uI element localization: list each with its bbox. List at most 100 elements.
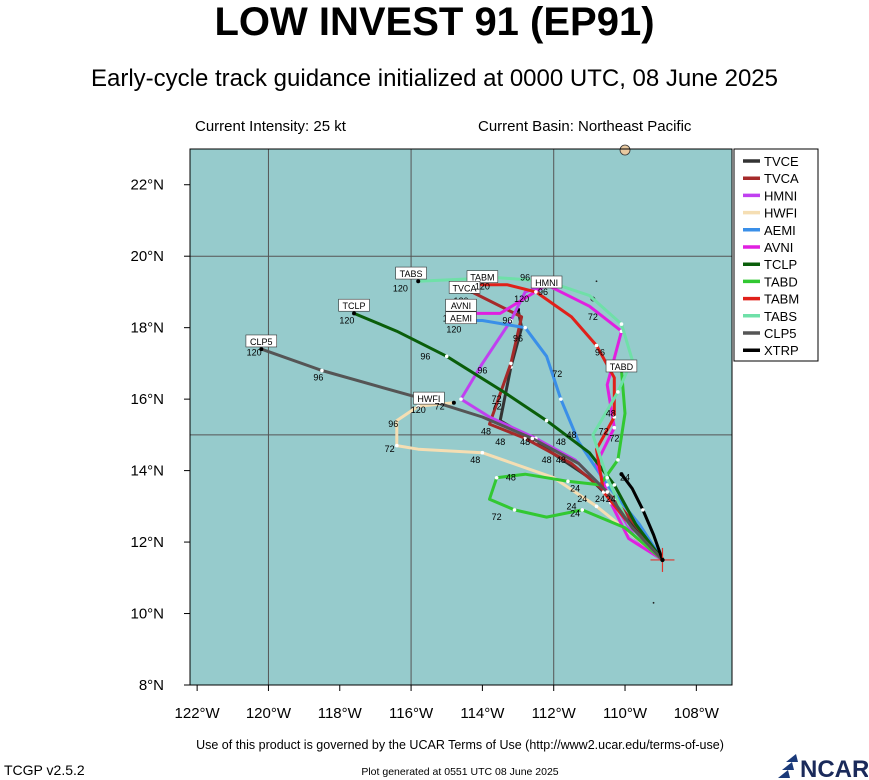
track-endpoint [416, 279, 421, 284]
forecast-hour-label: 120 [339, 316, 354, 326]
forecast-hour-label: 72 [599, 426, 609, 436]
track-point [619, 322, 624, 326]
forecast-hour-label: 24 [620, 473, 630, 483]
forecast-hour-label: 96 [520, 273, 530, 283]
model-label: TABM [470, 273, 494, 283]
forecast-hour-label: 48 [520, 437, 530, 447]
track-point [444, 354, 449, 359]
track-point [580, 508, 585, 512]
legend-entry: TABD [764, 274, 798, 289]
y-axis-tick-label: 22°N [130, 177, 164, 194]
y-axis-tick-label: 10°N [130, 606, 164, 623]
track-point [459, 397, 463, 401]
terms-of-use: Use of this product is governed by the U… [196, 738, 724, 752]
y-axis-tick-label: 18°N [130, 320, 164, 337]
y-axis-tick-label: 20°N [130, 248, 164, 265]
track-point [534, 290, 538, 294]
version-label: TCGP v2.5.2 [4, 762, 85, 778]
legend-entry: HWFI [764, 206, 797, 221]
model-label-box [448, 281, 481, 294]
forecast-hour-label: 48 [556, 455, 566, 465]
model-label: AVNI [451, 301, 471, 311]
forecast-hour-label: 72 [609, 433, 619, 443]
track-point [494, 475, 499, 480]
model-label: TABS [400, 269, 423, 279]
x-axis-tick-label: 110°W [603, 705, 648, 722]
forecast-hour-label: 96 [513, 333, 523, 343]
track-endpoint [352, 311, 357, 316]
track-point [566, 479, 570, 484]
track-point [509, 361, 513, 366]
track-endpoint [619, 472, 624, 477]
ocean-area [190, 149, 732, 685]
forecast-hour-label: 96 [420, 351, 430, 361]
track-point [594, 504, 599, 509]
forecast-hour-label: 72 [588, 312, 598, 322]
track-point [605, 475, 609, 480]
forecast-hour-label: 120 [393, 283, 408, 293]
x-axis-tick-label: 118°W [318, 705, 363, 722]
forecast-hour-label: 24 [577, 494, 587, 504]
model-label-box [530, 275, 563, 289]
model-label-box [466, 270, 499, 283]
island-mark [619, 144, 631, 156]
track-point [612, 483, 617, 487]
model-label-box [605, 359, 638, 373]
legend-entry: TCLP [764, 257, 797, 272]
initial-position-dot [660, 557, 665, 563]
track-point [320, 368, 324, 373]
track-hwfi [395, 401, 664, 562]
legend-entry: TABM [764, 292, 799, 307]
model-label-box [413, 391, 445, 405]
forecast-hour-label: 48 [567, 430, 577, 440]
y-axis-tick-label: 16°N [130, 391, 164, 408]
legend-entry: AVNI [764, 240, 793, 255]
island-mark [595, 280, 598, 283]
model-label-box [245, 334, 278, 348]
forecast-hour-label: 120 [475, 282, 490, 292]
plot-frame [189, 148, 733, 686]
forecast-hour-label: 72 [492, 394, 502, 404]
track-point [530, 436, 535, 441]
forecast-hour-label: 120 [411, 405, 426, 415]
forecast-hour-label: 72 [385, 444, 395, 454]
current-basin: Current Basin: Northeast Pacific [478, 118, 692, 135]
y-axis-tick-label: 12°N [130, 534, 164, 551]
forecast-hour-label: 96 [313, 373, 323, 383]
track-point [544, 418, 549, 423]
model-label-box [395, 266, 427, 280]
model-label: CLP5 [250, 337, 273, 347]
model-label: TABD [610, 362, 634, 372]
legend-box [733, 148, 819, 362]
forecast-hour-label: 72 [492, 512, 502, 522]
model-label: TCLP [343, 301, 366, 311]
model-label-box [445, 311, 477, 325]
track-point [395, 443, 399, 448]
x-axis-tick-label: 108°W [674, 705, 720, 722]
legend-entry: HMNI [764, 188, 797, 203]
track-clp5 [259, 347, 664, 562]
model-label-box [338, 298, 370, 312]
track-point [523, 325, 527, 330]
track-point [616, 458, 620, 462]
track-point [594, 343, 599, 348]
y-axis-tick-label: 8°N [139, 677, 164, 694]
forecast-hour-label: 24 [606, 494, 616, 504]
legend-entry: TABS [764, 309, 797, 324]
track-point [512, 508, 517, 512]
track-point [559, 397, 563, 401]
x-axis-tick-label: 116°W [389, 705, 434, 722]
forecast-hour-label: 72 [492, 401, 502, 411]
forecast-hour-label: 72 [552, 369, 562, 379]
track-point [416, 404, 421, 409]
forecast-hour-label: 48 [470, 455, 480, 465]
track-point [641, 508, 645, 512]
track-point [612, 425, 617, 430]
forecast-hour-label: 96 [477, 366, 487, 376]
forecast-hour-label: 72 [435, 401, 445, 411]
island-mark [652, 601, 655, 604]
forecast-hour-label: 24 [595, 494, 605, 504]
model-label: AEMI [450, 314, 472, 324]
forecast-hour-label: 96 [595, 348, 605, 358]
